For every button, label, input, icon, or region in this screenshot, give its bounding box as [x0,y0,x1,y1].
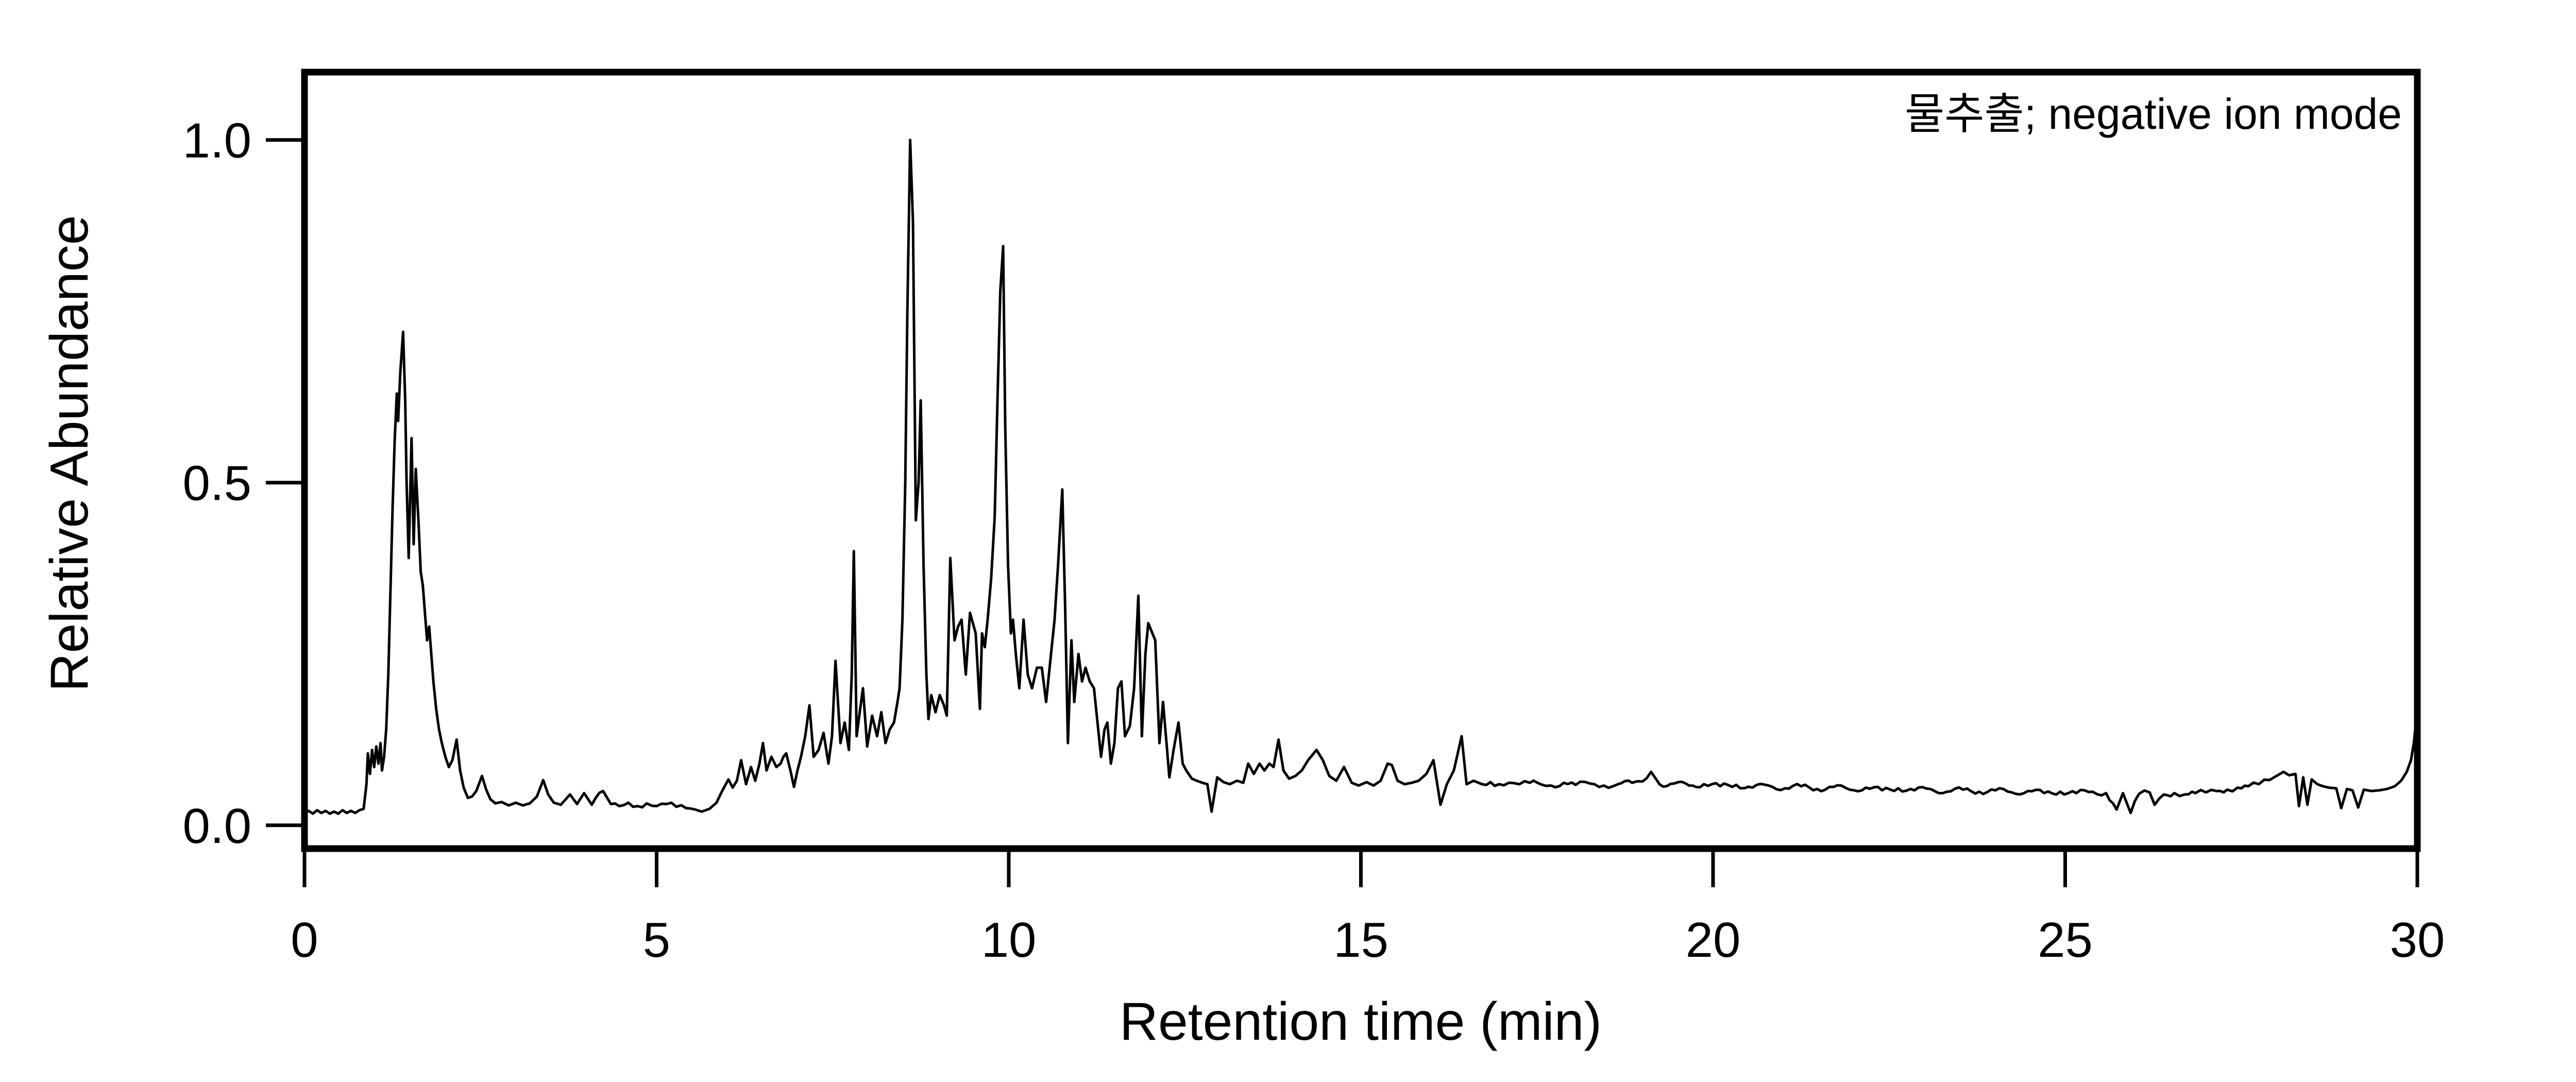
y-axis-title: Relative Abundance [40,215,99,691]
x-axis-title: Retention time (min) [1120,992,1602,1052]
y-tick-label: 1.0 [183,113,251,168]
y-axis: 0.0 0.5 1.0 [183,113,304,854]
x-axis: 0 5 10 15 20 25 30 [291,849,2445,968]
y-tick-label: 0.0 [183,799,251,854]
x-tick-label: 0 [291,912,318,968]
x-tick-label: 25 [2038,912,2093,968]
x-tick-label: 5 [643,912,670,968]
x-tick-label: 10 [981,912,1037,968]
trace-line [303,139,2419,815]
x-tick-label: 30 [2390,912,2445,968]
x-tick-label: 15 [1333,912,1388,968]
x-tick-label: 20 [1686,912,1741,968]
annotation-label: 물추출; negative ion mode [1905,90,2402,138]
y-tick-label: 0.5 [183,456,251,511]
